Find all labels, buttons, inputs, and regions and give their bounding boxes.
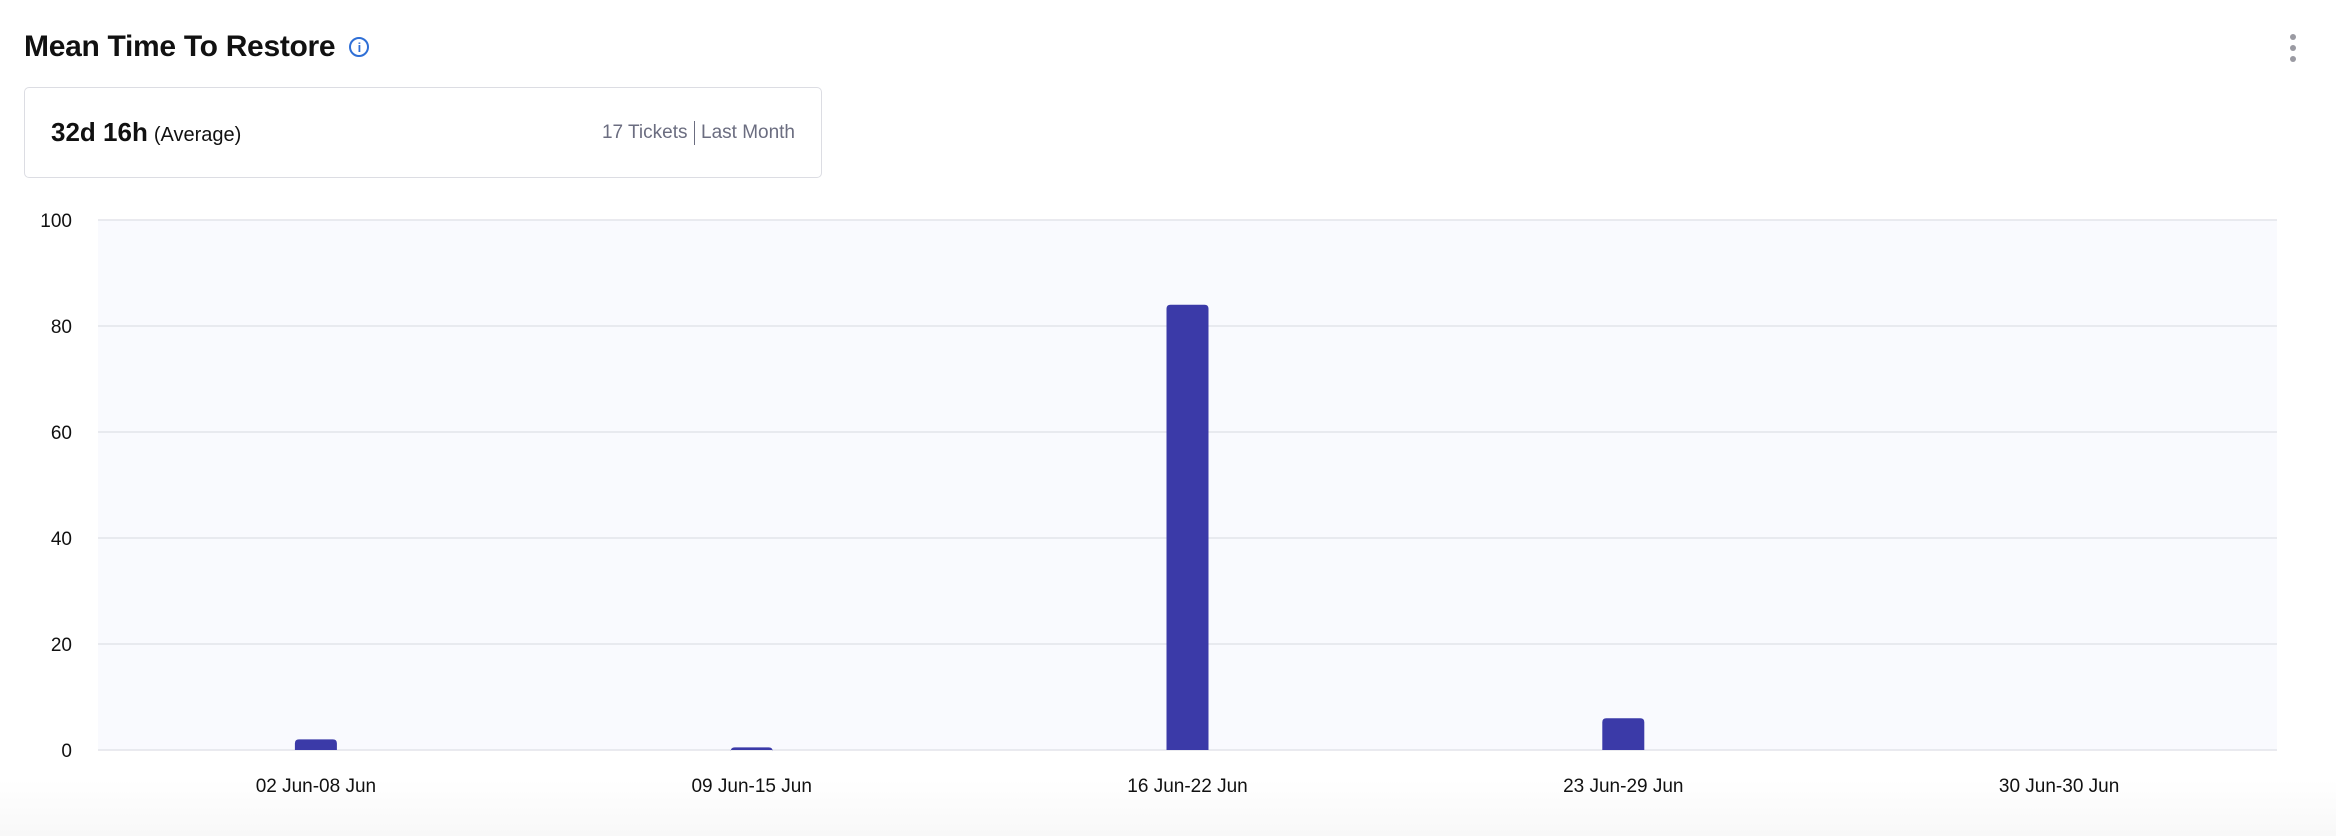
bar	[730, 747, 773, 752]
y-tick-label: 60	[51, 423, 72, 444]
average-value: 32d 16h	[51, 117, 148, 147]
summary-card: 32d 16h (Average) 17 Tickets Last Month	[24, 87, 822, 178]
x-tick-label: 09 Jun-15 Jun	[691, 776, 811, 797]
kebab-menu-icon[interactable]	[2286, 34, 2300, 62]
x-tick-label: 16 Jun-22 Jun	[1127, 776, 1247, 797]
ticket-count: 17 Tickets	[601, 121, 688, 143]
title-text: Mean Time To Restore	[24, 30, 336, 63]
divider	[693, 120, 695, 145]
bar	[1602, 718, 1645, 750]
chart-title: Mean Time To Restore i	[24, 30, 370, 64]
y-tick-label: 40	[51, 529, 72, 550]
average-label: (Average)	[153, 124, 242, 146]
bar	[294, 739, 337, 750]
bar	[1166, 304, 1209, 750]
x-tick-label: 02 Jun-08 Jun	[256, 776, 376, 797]
x-tick-label: 23 Jun-29 Jun	[1563, 776, 1683, 797]
info-icon[interactable]: i	[349, 37, 370, 57]
y-tick-label: 100	[40, 211, 72, 232]
y-tick-label: 0	[61, 741, 72, 762]
period-label: Last Month	[701, 121, 795, 143]
x-tick-label: 30 Jun-30 Jun	[1999, 776, 2119, 797]
y-tick-label: 80	[51, 317, 72, 338]
y-tick-label: 20	[51, 635, 72, 656]
